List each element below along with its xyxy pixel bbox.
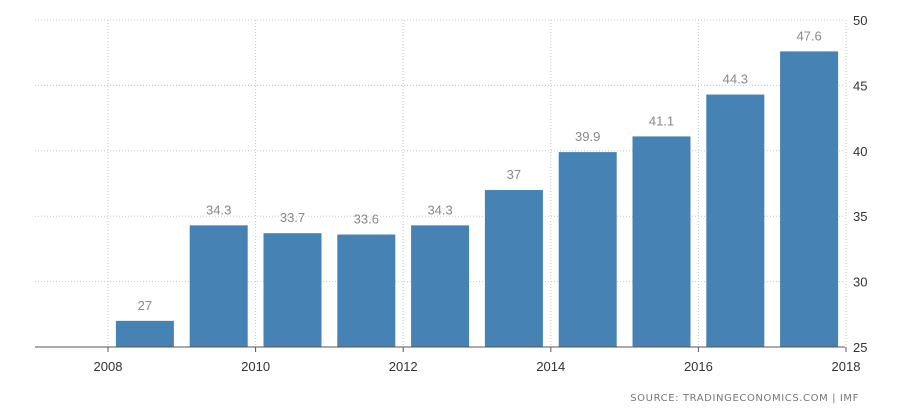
x-tick-label: 2016 bbox=[684, 359, 713, 374]
bar bbox=[337, 234, 396, 347]
x-tick-label: 2012 bbox=[389, 359, 418, 374]
y-tick-label: 25 bbox=[853, 340, 867, 355]
value-label: 44.3 bbox=[723, 72, 748, 87]
bar bbox=[558, 152, 617, 347]
y-tick-label: 40 bbox=[853, 144, 867, 159]
bar bbox=[115, 320, 174, 347]
source-note: SOURCE: TRADINGECONOMICS.COM | IMF bbox=[630, 393, 859, 404]
gridlines bbox=[35, 19, 847, 348]
bar bbox=[706, 94, 765, 347]
x-tick-label: 2010 bbox=[241, 359, 270, 374]
bar bbox=[484, 190, 543, 347]
bars bbox=[115, 51, 839, 347]
x-tick-label: 2018 bbox=[832, 359, 861, 374]
value-label: 33.7 bbox=[280, 210, 305, 225]
value-label: 41.1 bbox=[649, 113, 674, 128]
y-tick-label: 30 bbox=[853, 275, 867, 290]
value-labels: 27 34.3 33.7 33.6 34.3 37 39.9 41.1 44.3 47.6 bbox=[138, 28, 822, 312]
y-tick-label: 45 bbox=[853, 78, 867, 93]
value-label: 37 bbox=[507, 167, 521, 182]
value-label: 34.3 bbox=[427, 202, 452, 217]
x-tick-label: 2014 bbox=[536, 359, 565, 374]
value-label: 34.3 bbox=[206, 202, 231, 217]
x-axis: 2008 2010 2012 2014 2016 2018 bbox=[35, 346, 861, 374]
value-label: 47.6 bbox=[796, 28, 821, 43]
value-label: 39.9 bbox=[575, 129, 600, 144]
y-axis: 25 30 35 40 45 50 bbox=[853, 13, 867, 355]
bar bbox=[780, 51, 839, 347]
bar bbox=[263, 233, 322, 347]
y-tick-label: 50 bbox=[853, 13, 867, 28]
x-tick-label: 2008 bbox=[94, 359, 123, 374]
bar bbox=[411, 225, 470, 347]
bar bbox=[189, 225, 248, 347]
bar bbox=[632, 136, 691, 347]
y-tick-label: 35 bbox=[853, 209, 867, 224]
value-label: 33.6 bbox=[354, 212, 379, 227]
value-label: 27 bbox=[138, 298, 152, 313]
